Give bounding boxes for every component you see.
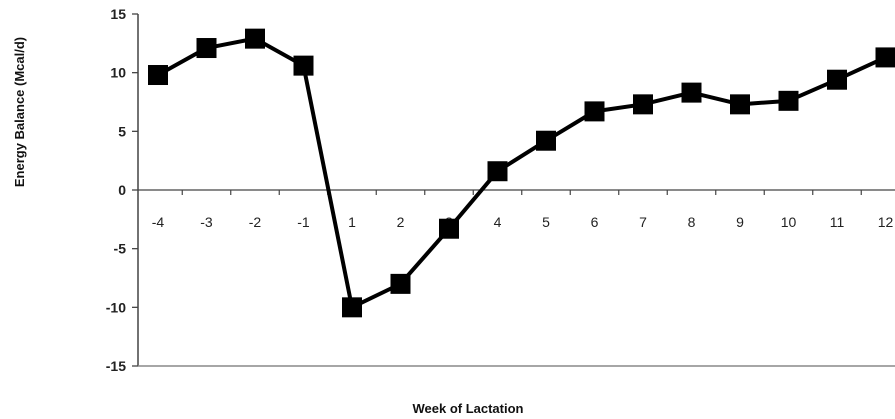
x-tick-label: 9 — [736, 214, 744, 230]
x-tick-label: -2 — [249, 214, 262, 230]
data-point-marker — [196, 38, 217, 59]
data-point-marker — [148, 65, 168, 86]
data-point-marker — [487, 161, 508, 182]
data-point-marker — [827, 69, 847, 90]
x-tick-label: 5 — [542, 214, 550, 230]
data-point-marker — [584, 101, 605, 122]
x-tick-label: 12 — [878, 214, 894, 230]
x-tick-label: 1 — [348, 214, 356, 230]
x-tick-label: -3 — [200, 214, 213, 230]
x-tick-label: 4 — [494, 214, 502, 230]
y-tick-label: 5 — [118, 123, 126, 139]
data-point-marker — [390, 273, 411, 294]
x-tick-label: 2 — [397, 214, 405, 230]
y-tick-label: -10 — [106, 299, 126, 315]
data-point-marker — [875, 47, 895, 68]
x-tick-label: 10 — [781, 214, 797, 230]
data-point-marker — [439, 218, 459, 239]
y-tick-label: 10 — [110, 65, 126, 81]
data-point-marker — [778, 90, 799, 111]
data-point-marker — [342, 297, 362, 318]
data-point-marker — [245, 28, 265, 49]
x-tick-label: 6 — [591, 214, 599, 230]
data-point-marker — [681, 82, 702, 103]
y-tick-label: 15 — [110, 6, 126, 22]
data-point-marker — [293, 55, 314, 76]
data-point-marker — [633, 94, 653, 115]
y-tick-label: 0 — [118, 182, 126, 198]
y-axis-title: Energy Balance (Mcal/d) — [12, 37, 27, 187]
series-line — [157, 36, 887, 310]
x-tick-label: -4 — [152, 214, 165, 230]
data-point-marker — [730, 94, 750, 115]
x-axis-title: Week of Lactation — [412, 401, 523, 416]
x-tick-label: 8 — [688, 214, 696, 230]
data-point-marker — [536, 130, 556, 151]
x-tick-label: 7 — [639, 214, 647, 230]
x-tick-label: -1 — [297, 214, 310, 230]
y-tick-label: -5 — [114, 241, 127, 257]
x-tick-label: 11 — [830, 214, 845, 230]
y-tick-label: -15 — [106, 358, 126, 374]
